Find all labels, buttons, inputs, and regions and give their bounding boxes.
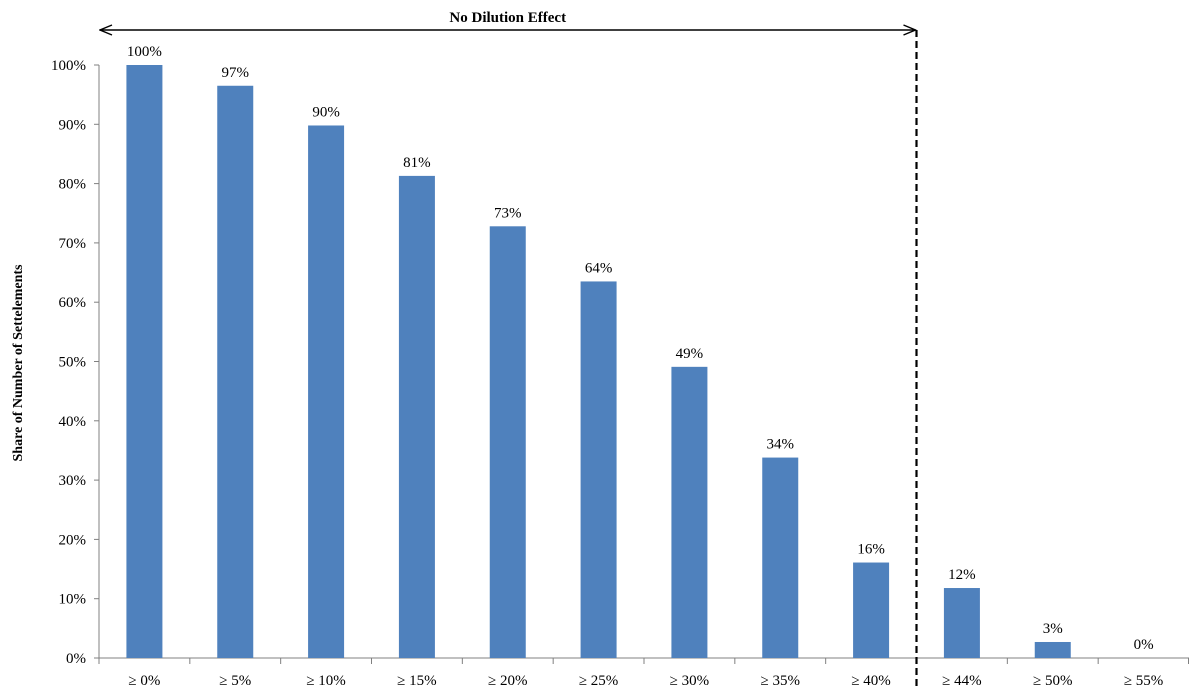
bar <box>580 281 617 658</box>
x-tick-label: ≥ 0% <box>128 673 160 689</box>
y-tick-label: 20% <box>59 532 87 548</box>
y-tick-label: 70% <box>59 236 87 252</box>
y-tick-label: 10% <box>59 592 87 608</box>
x-tick-label: ≥ 5% <box>219 673 251 689</box>
bar-data-label: 100% <box>127 44 162 60</box>
bar-series <box>126 65 1071 659</box>
x-tick-label: ≥ 55% <box>1124 673 1163 689</box>
y-axis-title-group: Share of Number of Settelements <box>11 264 26 462</box>
bar <box>671 366 708 658</box>
bar <box>489 226 526 658</box>
x-tick-label: ≥ 20% <box>488 673 527 689</box>
bar-data-label: 12% <box>948 567 976 583</box>
bar-data-label: 49% <box>676 346 704 362</box>
x-tick-label: ≥ 10% <box>306 673 345 689</box>
x-tick-label: ≥ 15% <box>397 673 436 689</box>
y-tick-label: 100% <box>51 58 86 74</box>
no-dilution-annotation: No Dilution Effect <box>100 10 916 30</box>
data-labels: 100% 97% 90% 81% 73% 64% 49% 34% 16% 12% 3% 0% <box>127 44 1154 653</box>
y-axis: 0% 10% 20% 30% 40% 50% 60% 70% 80% 90% 100% <box>51 58 100 667</box>
bar <box>126 65 163 658</box>
bar-data-label: 90% <box>312 104 340 120</box>
x-tick-label: ≥ 50% <box>1033 673 1072 689</box>
bar-data-label: 97% <box>222 65 250 81</box>
no-dilution-label: No Dilution Effect <box>449 10 566 26</box>
bar <box>1034 641 1071 658</box>
bar-data-label: 0% <box>1134 637 1154 653</box>
y-tick-label: 80% <box>59 177 87 193</box>
x-tick-label: ≥ 35% <box>761 673 800 689</box>
bar-data-label: 64% <box>585 260 613 276</box>
bar-data-label: 16% <box>857 542 885 558</box>
y-tick-label: 30% <box>59 473 87 489</box>
y-tick-label: 60% <box>59 295 87 311</box>
x-tick-label: ≥ 25% <box>579 673 618 689</box>
x-tick-label: ≥ 44% <box>942 673 981 689</box>
bar-data-label: 34% <box>767 437 795 453</box>
bar <box>217 85 254 658</box>
y-tick-label: 0% <box>66 651 86 667</box>
bar-data-label: 3% <box>1043 621 1063 637</box>
x-tick-label: ≥ 40% <box>851 673 890 689</box>
bar <box>308 125 345 658</box>
bar <box>398 175 435 659</box>
y-axis-title: Share of Number of Settelements <box>11 264 26 462</box>
bar <box>853 562 890 658</box>
x-tick-label: ≥ 30% <box>670 673 709 689</box>
y-tick-label: 90% <box>59 117 87 133</box>
bar-data-label: 73% <box>494 205 522 221</box>
bar <box>943 588 980 658</box>
y-tick-label: 50% <box>59 355 87 371</box>
bar-data-label: 81% <box>403 155 431 171</box>
y-tick-label: 40% <box>59 414 87 430</box>
bar <box>762 457 799 658</box>
x-axis: ≥ 0% ≥ 5% ≥ 10% ≥ 15% ≥ 20% ≥ 25% ≥ 30% ≥ 35% ≥ … <box>98 657 1189 689</box>
